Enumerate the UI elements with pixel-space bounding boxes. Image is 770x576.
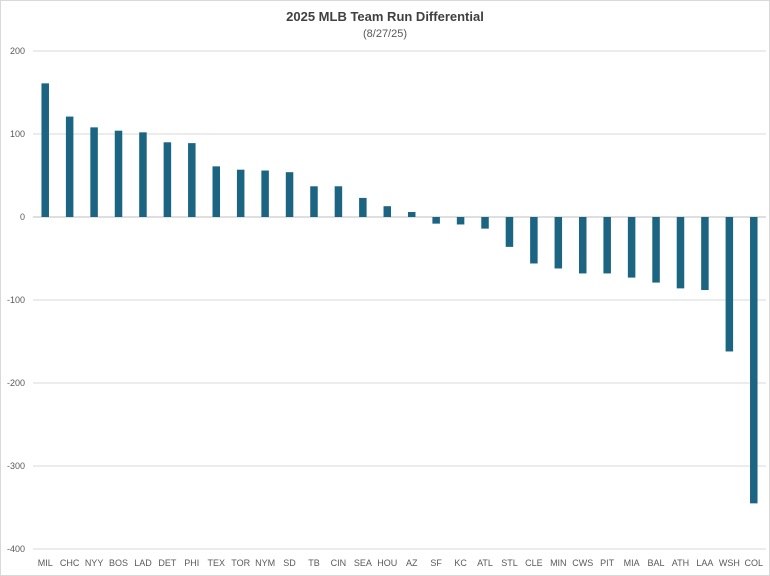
x-tick-label-nyy: NYY <box>85 558 104 568</box>
x-tick-label-nym: NYM <box>255 558 275 568</box>
bar-sea <box>359 197 367 217</box>
y-tick-label: -300 <box>7 461 25 471</box>
x-tick-label-atl: ATL <box>477 558 493 568</box>
bar-lad <box>139 132 147 217</box>
x-tick-label-bal: BAL <box>648 558 665 568</box>
x-tick-label-chc: CHC <box>60 558 80 568</box>
bars <box>41 83 758 504</box>
bar-sf <box>432 217 440 224</box>
chart-subtitle: (8/27/25) <box>363 28 407 40</box>
x-tick-label-cle: CLE <box>525 558 543 568</box>
bar-tex <box>212 166 220 217</box>
bar-pit <box>603 217 611 274</box>
bar-tor <box>236 169 245 217</box>
bar-kc <box>456 217 465 225</box>
bar-phi <box>188 143 196 217</box>
x-axis-labels: MIL CHC NYY BOS LAD DET PHI TEX TOR NYM SD TB CIN SEA… <box>38 558 763 568</box>
bar-stl <box>505 217 514 247</box>
bar-cle <box>530 217 538 264</box>
y-tick-label: 0 <box>20 212 25 222</box>
bar-cin <box>334 186 343 217</box>
y-tick-label: -200 <box>7 378 25 388</box>
x-tick-label-phi: PHI <box>184 558 199 568</box>
x-tick-label-lad: LAD <box>134 558 152 568</box>
y-tick-label: 100 <box>10 129 25 139</box>
x-tick-label-cin: CIN <box>331 558 347 568</box>
bar-col <box>750 217 758 504</box>
x-tick-label-pit: PIT <box>600 558 615 568</box>
bar-wsh <box>725 217 734 352</box>
bar-laa <box>701 217 709 291</box>
x-tick-label-cws: CWS <box>572 558 593 568</box>
x-tick-label-mia: MIA <box>624 558 640 568</box>
bar-bal <box>652 217 660 283</box>
bar-hou <box>383 206 392 217</box>
y-axis-ticks: 200 100 0 -100 -200 -300 -400 <box>7 46 25 554</box>
x-tick-label-sea: SEA <box>354 558 372 568</box>
chart-title: 2025 MLB Team Run Differential <box>286 9 484 24</box>
bar-min <box>554 217 563 269</box>
x-tick-label-wsh: WSH <box>719 558 740 568</box>
bar-sd <box>285 172 294 217</box>
x-tick-label-sf: SF <box>430 558 442 568</box>
x-tick-label-az: AZ <box>406 558 418 568</box>
x-tick-label-tor: TOR <box>231 558 250 568</box>
bar-cws <box>579 217 587 274</box>
x-tick-label-tb: TB <box>308 558 320 568</box>
x-tick-label-ath: ATH <box>672 558 689 568</box>
x-tick-label-laa: LAA <box>696 558 713 568</box>
x-tick-label-stl: STL <box>501 558 518 568</box>
y-tick-label: 200 <box>10 46 25 56</box>
bar-tb <box>310 186 318 217</box>
bar-nym <box>261 170 269 217</box>
gridlines <box>33 50 766 550</box>
bar-det <box>163 142 172 217</box>
x-tick-label-tex: TEX <box>207 558 225 568</box>
x-tick-label-bos: BOS <box>109 558 128 568</box>
bar-chc <box>65 116 74 217</box>
x-tick-label-sd: SD <box>283 558 296 568</box>
y-tick-label: -100 <box>7 295 25 305</box>
bar-mia <box>627 217 636 278</box>
x-tick-label-kc: KC <box>454 558 467 568</box>
x-tick-label-mil: MIL <box>38 558 53 568</box>
x-tick-label-det: DET <box>158 558 177 568</box>
bar-nyy <box>90 127 98 217</box>
bar-ath <box>676 217 685 289</box>
bar-atl <box>481 217 489 229</box>
bar-mil <box>41 83 49 218</box>
x-tick-label-min: MIN <box>550 558 567 568</box>
bar-az <box>407 212 416 217</box>
x-tick-label-col: COL <box>745 558 764 568</box>
y-tick-label: -400 <box>7 544 25 554</box>
x-tick-label-hou: HOU <box>377 558 397 568</box>
bar-bos <box>114 130 123 217</box>
